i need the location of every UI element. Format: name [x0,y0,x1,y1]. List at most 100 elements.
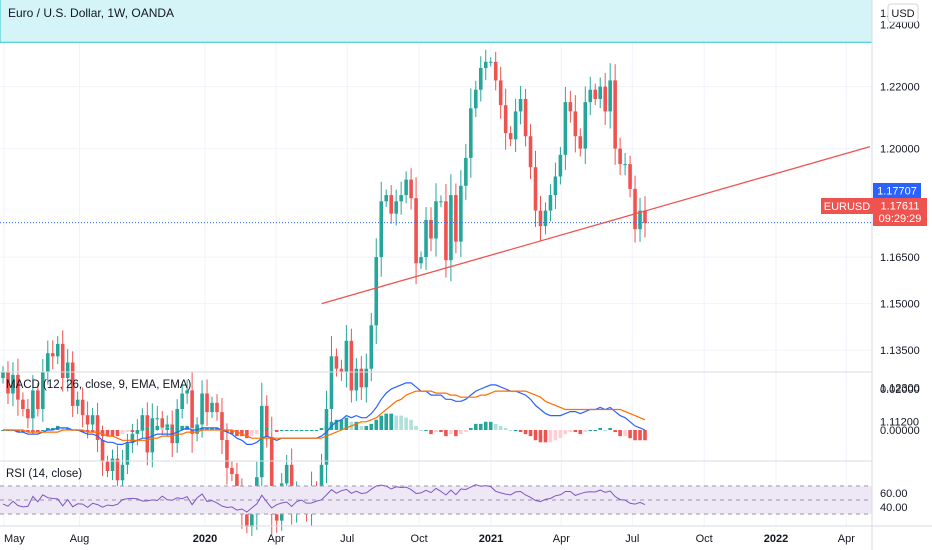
candle[interactable] [36,382,40,417]
candle[interactable] [225,423,229,485]
candle[interactable] [220,398,224,455]
candle[interactable] [140,408,145,438]
candle[interactable] [85,401,90,439]
candle[interactable] [538,195,543,241]
candle[interactable] [404,171,408,204]
candle[interactable] [464,143,468,200]
candle[interactable] [568,90,573,123]
candle[interactable] [115,445,120,494]
candle[interactable] [638,197,642,242]
candle[interactable] [439,195,443,208]
candle[interactable] [165,415,170,437]
candle[interactable] [578,128,583,157]
candle[interactable] [41,358,45,422]
candle[interactable] [180,383,184,419]
candle[interactable] [593,83,598,106]
candle[interactable] [488,57,493,67]
candle[interactable] [483,49,488,81]
candle[interactable] [6,361,10,405]
candle[interactable] [135,419,140,446]
candle[interactable] [533,150,538,227]
candle[interactable] [185,380,189,404]
candle[interactable] [503,88,508,150]
candle[interactable] [354,358,359,401]
candle[interactable] [215,394,219,421]
candle[interactable] [444,183,448,278]
price-axis[interactable]: 1.1.24000 1.22000 1.20000 1.16500 1.15000 1.1… [880,8,920,428]
candle[interactable] [55,336,60,365]
candle[interactable] [429,207,433,252]
candle[interactable] [628,155,632,198]
candle[interactable] [80,387,85,428]
candle[interactable] [618,137,622,175]
candle[interactable] [553,162,558,210]
candle[interactable] [60,330,65,392]
candle[interactable] [324,390,329,484]
candle[interactable] [364,353,369,403]
candle[interactable] [608,63,612,129]
candle[interactable] [95,402,100,453]
candle[interactable] [583,86,588,165]
candle[interactable] [528,124,533,180]
candle[interactable] [633,175,637,243]
candle[interactable] [548,184,553,222]
candle[interactable] [329,335,334,430]
candle[interactable] [603,73,607,125]
candle[interactable] [190,371,194,453]
candle[interactable] [399,181,403,215]
trendline[interactable] [321,145,871,305]
candle[interactable] [110,449,115,481]
candle[interactable] [26,399,30,429]
candle[interactable] [230,461,234,481]
candle[interactable] [389,185,393,224]
candle[interactable] [543,202,548,235]
candle[interactable] [394,189,398,226]
candle[interactable] [259,382,264,501]
candle[interactable] [379,181,384,277]
candle[interactable] [419,251,423,269]
candle[interactable] [449,174,453,282]
candle[interactable] [518,85,523,125]
candle[interactable] [454,183,458,254]
macd-axis[interactable]: 0.02000 0.00000 [880,384,920,437]
candle[interactable] [384,189,389,207]
candle[interactable] [414,177,418,285]
candle[interactable] [145,402,150,466]
candle[interactable] [369,312,374,382]
candle[interactable] [558,146,563,185]
candle[interactable] [473,80,478,118]
candle[interactable] [21,392,25,417]
candle[interactable] [150,403,155,468]
candle[interactable] [513,98,518,153]
time-axis[interactable]: May Aug 2020 Apr Jul Oct 2021 Apr Jul Oct 2022 Apr [4,533,855,545]
candle[interactable] [573,95,578,153]
candle[interactable] [459,170,463,258]
candle[interactable] [11,362,15,407]
candle[interactable] [105,455,110,478]
candle[interactable] [498,66,503,119]
candle[interactable] [434,183,438,257]
candle[interactable] [349,328,354,403]
candle[interactable] [588,76,593,116]
candlestick-series[interactable] [1,49,647,536]
candle[interactable] [469,88,473,178]
candle[interactable] [16,358,20,416]
candle[interactable] [374,238,379,345]
candle[interactable] [205,379,209,427]
candle[interactable] [1,366,5,384]
candle[interactable] [598,77,603,109]
candle[interactable] [643,196,647,238]
candle[interactable] [50,340,55,370]
candle[interactable] [269,416,274,535]
candle[interactable] [65,349,70,392]
candle[interactable] [493,51,498,91]
candle[interactable] [613,64,617,165]
candle[interactable] [563,86,568,170]
candle[interactable] [31,375,35,434]
candle[interactable] [90,407,95,432]
candle[interactable] [130,423,135,454]
candle[interactable] [478,56,483,102]
candle[interactable] [264,395,269,448]
candle[interactable] [75,391,80,415]
